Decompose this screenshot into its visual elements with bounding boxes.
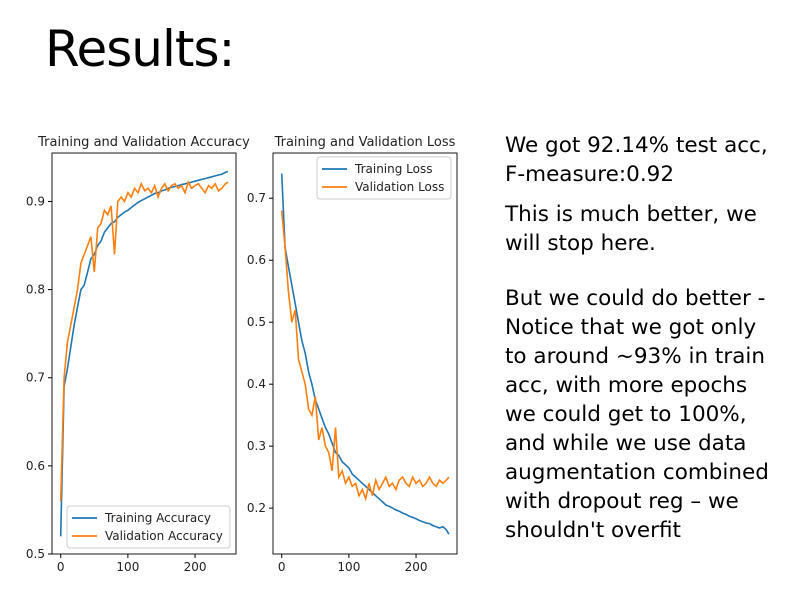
legend: Training Accuracy Validation Accuracy	[66, 505, 231, 549]
axes-frame	[51, 152, 237, 555]
legend-label: Validation Loss	[355, 180, 444, 194]
y-tick-label: 0.6	[26, 459, 45, 473]
y-tick-label: 0.5	[26, 547, 45, 561]
x-tick-label: 0	[57, 560, 65, 574]
x-tick-label: 0	[278, 560, 286, 574]
loss-chart-title: Training and Validation Loss	[274, 135, 456, 150]
axes-frame	[272, 152, 458, 555]
legend-box	[66, 505, 231, 549]
legend-label: Training Accuracy	[104, 511, 211, 525]
y-tick-label: 0.2	[247, 501, 266, 515]
series-line-training-loss	[280, 173, 450, 535]
y-tick-label: 0.4	[247, 377, 266, 391]
notes: We got 92.14% test acc, F-measure:0.92 T…	[505, 131, 775, 556]
accuracy-chart-title: Training and Validation Accuracy	[37, 135, 250, 150]
loss-chart: Training and Validation Loss 0 100 200 0.2 0…	[247, 135, 458, 574]
x-tick-label: 200	[405, 560, 428, 574]
y-tick-label: 0.7	[26, 371, 45, 385]
accuracy-chart: Training and Validation Accuracy 0 100 200…	[26, 135, 250, 574]
legend: Training Loss Validation Loss	[316, 156, 452, 200]
y-tick-label: 0.6	[247, 253, 266, 267]
notes-conclusion: This is much better, we will stop here.	[505, 202, 757, 256]
series-line-validation-loss	[280, 210, 450, 502]
y-tick-label: 0.5	[247, 315, 266, 329]
legend-box	[316, 156, 452, 200]
series-line-training-accuracy	[59, 170, 229, 537]
y-tick-label: 0.8	[26, 283, 45, 297]
slide-title: Results:	[45, 20, 235, 78]
y-tick-label: 0.7	[247, 191, 266, 205]
y-tick-label: 0.3	[247, 439, 266, 453]
legend-label: Training Loss	[354, 162, 432, 176]
notes-improvement: But we could do better - Notice that we …	[505, 286, 769, 543]
x-tick-label: 100	[116, 560, 139, 574]
x-tick-label: 100	[337, 560, 360, 574]
notes-result: We got 92.14% test acc, F-measure:0.92	[505, 133, 768, 187]
series-line-validation-accuracy	[59, 180, 229, 502]
legend-label: Validation Accuracy	[105, 529, 223, 543]
y-tick-label: 0.9	[26, 194, 45, 208]
x-tick-label: 200	[184, 560, 207, 574]
